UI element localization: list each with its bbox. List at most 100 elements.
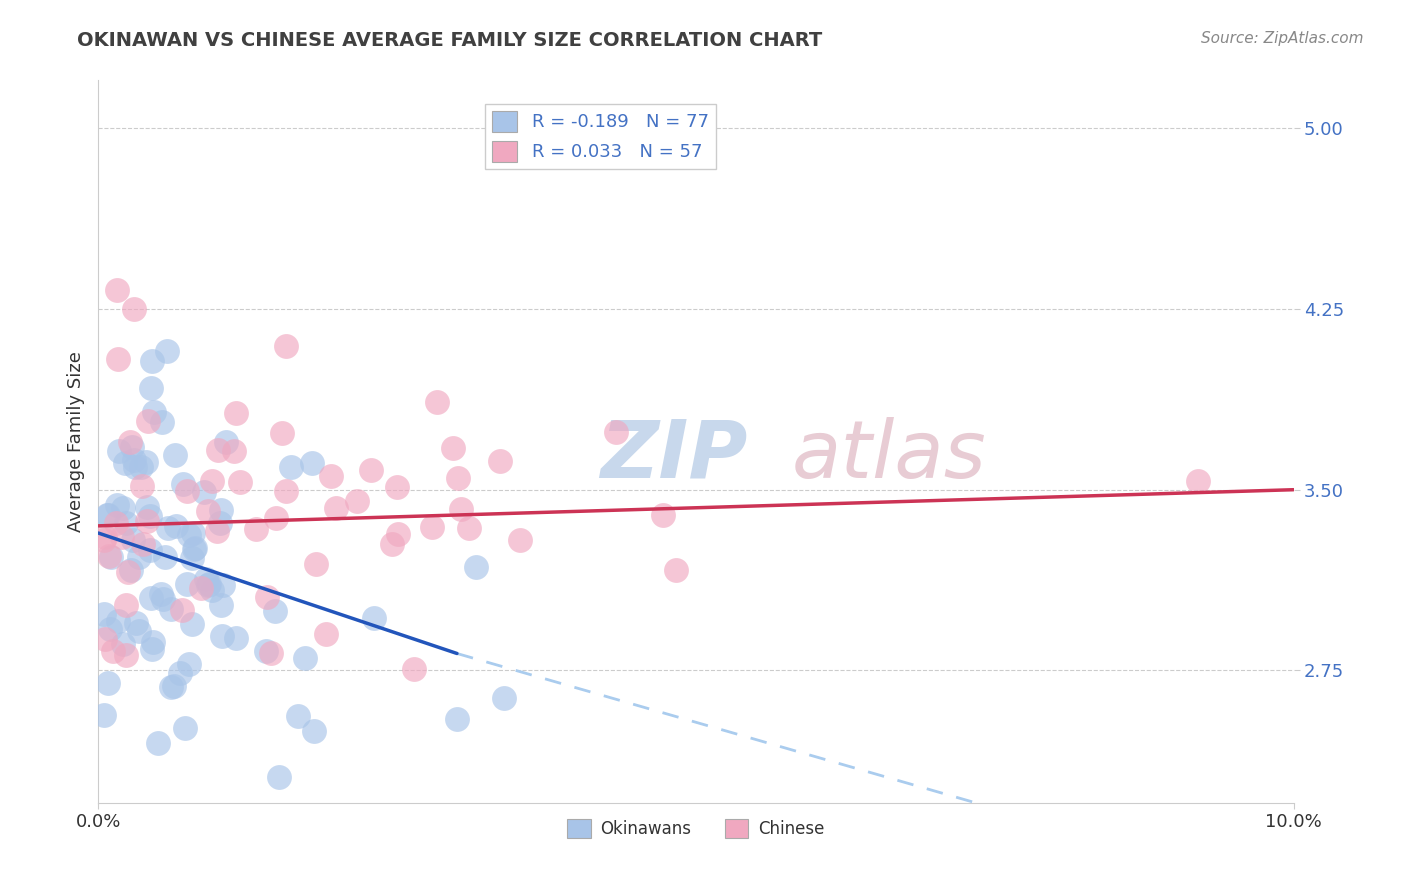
Point xyxy=(458,521,481,535)
Point xyxy=(294,651,316,665)
Point xyxy=(114,457,136,471)
Point xyxy=(150,587,173,601)
Point xyxy=(381,537,404,551)
Point xyxy=(172,476,194,491)
Point xyxy=(360,463,382,477)
Point xyxy=(181,551,204,566)
Point xyxy=(125,615,148,630)
Point xyxy=(509,533,531,547)
Point xyxy=(111,637,134,651)
Point xyxy=(98,622,121,636)
Point xyxy=(115,598,138,612)
Point xyxy=(111,530,134,544)
Point xyxy=(207,443,229,458)
Text: ZIP: ZIP xyxy=(600,417,748,495)
Point xyxy=(108,443,131,458)
Point xyxy=(450,502,472,516)
Point xyxy=(492,690,515,705)
Point xyxy=(605,425,627,440)
Point xyxy=(194,572,217,586)
Point xyxy=(150,415,173,429)
Point xyxy=(402,662,425,676)
Point xyxy=(197,504,219,518)
Point xyxy=(142,635,165,649)
Point xyxy=(183,541,205,555)
Point xyxy=(209,598,232,612)
Point xyxy=(156,344,179,359)
Point xyxy=(325,500,347,515)
Point xyxy=(315,626,337,640)
Point xyxy=(215,435,238,450)
Point xyxy=(321,468,343,483)
Point xyxy=(465,560,488,574)
Point xyxy=(128,624,150,638)
Point xyxy=(193,485,215,500)
Point xyxy=(131,460,153,475)
Point xyxy=(169,666,191,681)
Point xyxy=(141,641,163,656)
Point xyxy=(115,648,138,663)
Point xyxy=(665,563,688,577)
Legend: Okinawans, Chinese: Okinawans, Chinese xyxy=(561,813,831,845)
Point xyxy=(446,471,468,485)
Point xyxy=(301,456,323,470)
Point xyxy=(264,511,287,525)
Point xyxy=(124,459,146,474)
Point xyxy=(190,581,212,595)
Point xyxy=(201,582,224,597)
Point xyxy=(280,459,302,474)
Point xyxy=(276,339,298,353)
Point xyxy=(197,578,219,592)
Point xyxy=(425,395,447,409)
Point xyxy=(100,549,122,564)
Point xyxy=(305,558,328,572)
Point xyxy=(105,498,128,512)
Point xyxy=(136,414,159,428)
Point xyxy=(211,629,233,643)
Point xyxy=(94,632,117,647)
Point xyxy=(254,644,277,658)
Point xyxy=(131,479,153,493)
Point xyxy=(160,601,183,615)
Point xyxy=(198,577,221,591)
Point xyxy=(287,708,309,723)
Text: atlas: atlas xyxy=(792,417,987,495)
Point xyxy=(157,521,180,535)
Point xyxy=(132,537,155,551)
Point xyxy=(260,646,283,660)
Point xyxy=(212,578,235,592)
Point xyxy=(165,519,187,533)
Point xyxy=(441,441,464,455)
Point xyxy=(98,549,121,564)
Point xyxy=(228,475,250,489)
Point xyxy=(225,406,247,420)
Point xyxy=(94,530,117,544)
Point xyxy=(176,576,198,591)
Point xyxy=(1187,474,1209,488)
Point xyxy=(120,435,142,450)
Point xyxy=(139,381,162,395)
Point xyxy=(160,680,183,694)
Text: Source: ZipAtlas.com: Source: ZipAtlas.com xyxy=(1201,31,1364,46)
Point xyxy=(363,611,385,625)
Point xyxy=(103,644,125,658)
Point xyxy=(489,454,512,468)
Point xyxy=(141,354,163,368)
Point xyxy=(209,503,232,517)
Point xyxy=(173,721,195,735)
Point xyxy=(105,516,128,531)
Point xyxy=(225,631,247,645)
Point xyxy=(176,483,198,498)
Point xyxy=(163,448,186,462)
Point xyxy=(135,455,157,469)
Point xyxy=(152,591,174,606)
Point xyxy=(128,550,150,565)
Point xyxy=(115,516,138,530)
Point xyxy=(245,522,267,536)
Point xyxy=(170,602,193,616)
Point xyxy=(208,516,231,531)
Point xyxy=(107,352,129,367)
Point xyxy=(264,604,287,618)
Point xyxy=(141,591,163,606)
Point xyxy=(135,514,157,528)
